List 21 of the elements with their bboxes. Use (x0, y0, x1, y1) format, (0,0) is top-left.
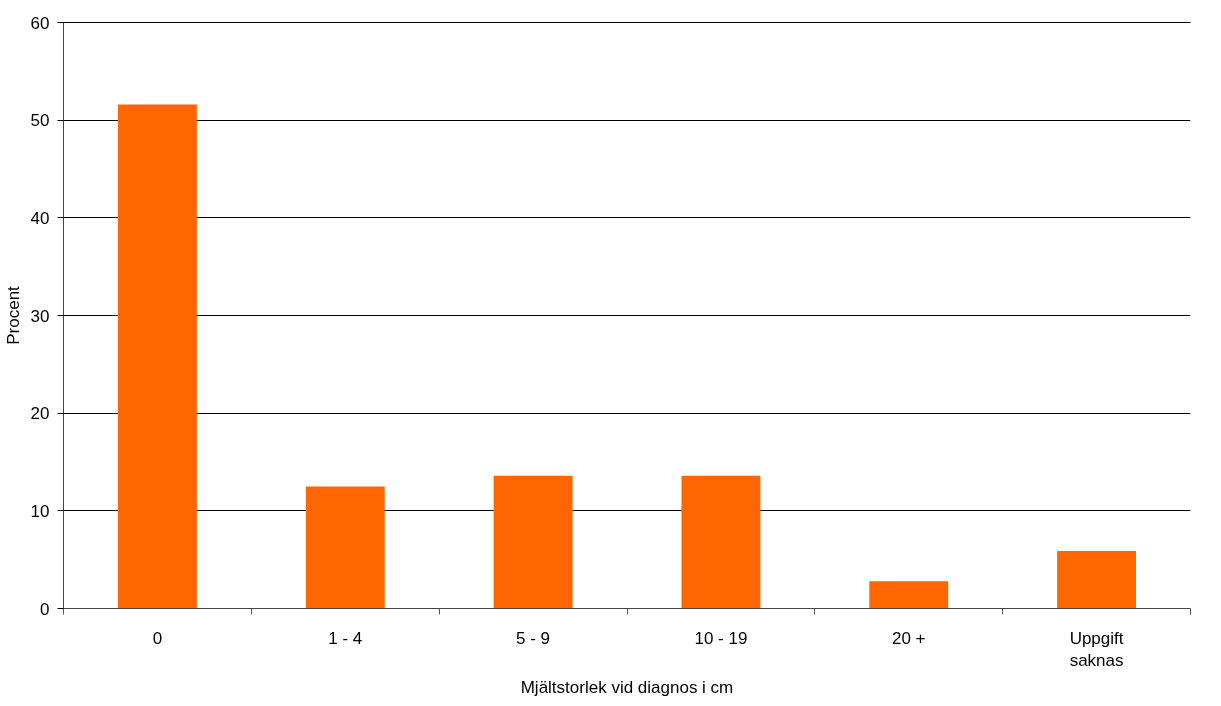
bar (1057, 550, 1137, 609)
x-tick-label: 5 - 9 (516, 628, 551, 648)
y-tick-label: 10 (30, 501, 50, 521)
x-tick-label: 0 (152, 628, 163, 648)
y-tick-label: 50 (30, 111, 50, 131)
bar (869, 581, 949, 609)
x-tick-label: 20 + (891, 628, 926, 648)
y-axis-title: Procent (3, 285, 23, 345)
bar (681, 475, 761, 609)
bar (493, 475, 573, 609)
y-tick-label: 60 (30, 13, 50, 33)
y-tick-label: 0 (40, 599, 50, 619)
x-axis-title: Mjältstorlek vid diagnos i cm (520, 678, 734, 698)
x-tick-label: 10 - 19 (694, 628, 748, 648)
y-tick-label: 20 (30, 404, 50, 424)
bar (117, 104, 197, 609)
bar (305, 486, 385, 609)
x-tick-label: 1 - 4 (328, 628, 363, 648)
x-tick-label: Uppgift saknas (1069, 628, 1124, 671)
y-tick-label: 40 (30, 208, 50, 228)
y-tick-label: 30 (30, 306, 50, 326)
